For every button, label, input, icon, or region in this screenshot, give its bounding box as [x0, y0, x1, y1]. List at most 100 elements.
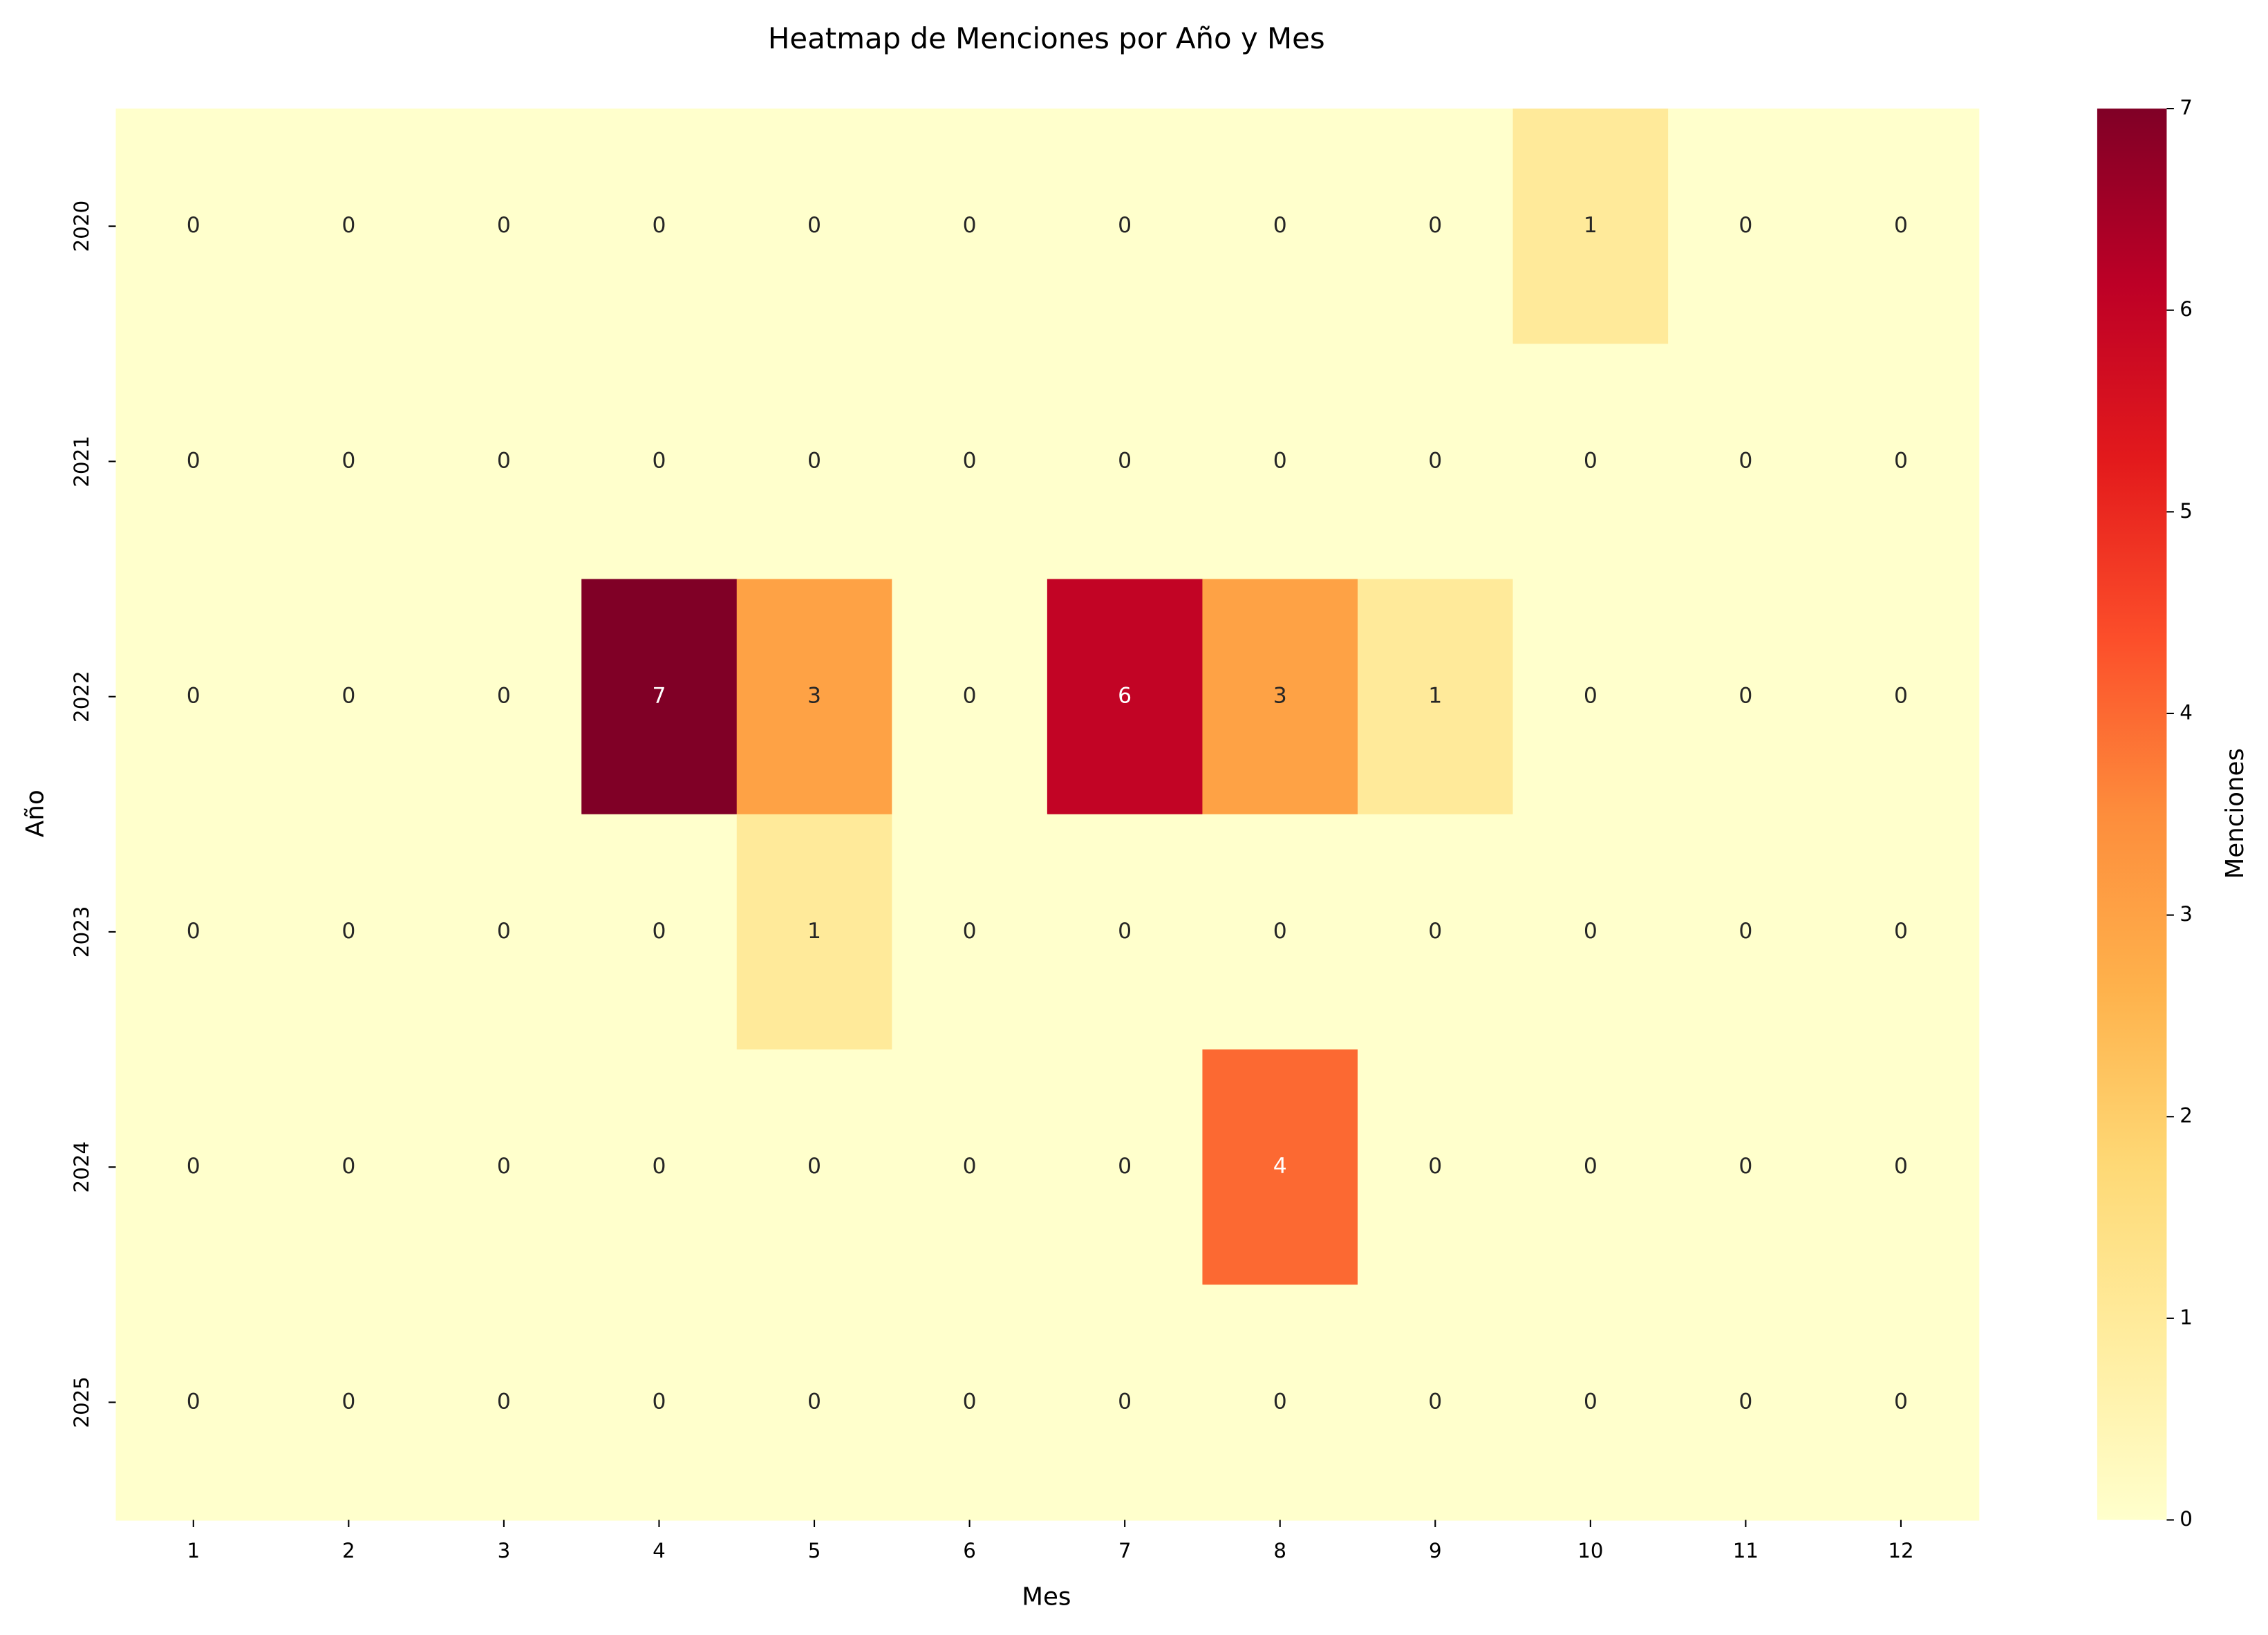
cell-label: 0: [341, 1389, 355, 1414]
cell-label: 3: [1273, 684, 1287, 709]
cell-label: 0: [1428, 919, 1442, 944]
cell-label: 0: [187, 684, 200, 709]
heatmap-cell: [1357, 109, 1514, 345]
cell-label: 0: [1739, 919, 1752, 944]
x-tick-label: 8: [1273, 1539, 1286, 1562]
heatmap-cell: [1202, 579, 1359, 815]
x-tick-label: 10: [1577, 1539, 1603, 1562]
x-tick-label: 11: [1733, 1539, 1759, 1562]
cell-label: 0: [1584, 448, 1597, 473]
heatmap-cell: [892, 109, 1048, 345]
cell-label: 0: [187, 213, 200, 238]
cell-label: 0: [341, 919, 355, 944]
cell-label: 1: [1428, 684, 1442, 709]
x-tick-label: 6: [963, 1539, 976, 1562]
x-tick-label: 7: [1118, 1539, 1132, 1562]
y-axis-label: Año: [21, 790, 49, 837]
cell-label: 0: [1739, 1154, 1752, 1179]
cell-label: 0: [497, 1389, 511, 1414]
heatmap-cell: [1202, 1049, 1359, 1286]
heatmap-cell: [1823, 109, 1980, 345]
colorbar-label: Menciones: [2221, 748, 2249, 879]
heatmap-cell: [1668, 109, 1824, 345]
heatmap-cell: [1202, 1284, 1359, 1521]
heatmap-cell: [1823, 579, 1980, 815]
cell-label: 0: [1428, 213, 1442, 238]
cell-label: 0: [341, 684, 355, 709]
heatmap-cell: [581, 109, 738, 345]
cell-label: 1: [807, 919, 821, 944]
heatmap-cell: [581, 344, 738, 580]
y-tick-label: 2024: [70, 1141, 93, 1193]
heatmap-cell: [426, 579, 583, 815]
heatmap-cell: [1357, 344, 1514, 580]
cell-label: 0: [1273, 1389, 1287, 1414]
heatmap-cell: [581, 814, 738, 1051]
heatmap-cell: [1512, 109, 1669, 345]
x-tick-label: 3: [498, 1539, 511, 1562]
heatmap-cell: [1047, 814, 1203, 1051]
colorbar-tick-label: 5: [2180, 499, 2193, 523]
heatmap-cell: [1512, 1284, 1669, 1521]
cell-label: 0: [652, 1154, 666, 1179]
cell-label: 0: [1118, 448, 1132, 473]
cell-label: 0: [652, 448, 666, 473]
cell-label: 0: [341, 1154, 355, 1179]
heatmap-cell: [1357, 1284, 1514, 1521]
cell-label: 4: [1273, 1154, 1287, 1179]
heatmap-cell: [581, 579, 738, 815]
heatmap-cell: [271, 579, 427, 815]
cell-label: 0: [963, 213, 977, 238]
heatmap-cell: [736, 1284, 893, 1521]
cell-label: 0: [1428, 448, 1442, 473]
cell-label: 6: [1118, 684, 1132, 709]
colorbar: [2097, 109, 2167, 1520]
heatmap-cell: [1512, 344, 1669, 580]
heatmap-cell: [1047, 1049, 1203, 1286]
cell-label: 0: [1584, 919, 1597, 944]
cell-label: 0: [1584, 1154, 1597, 1179]
colorbar-tick-label: 7: [2180, 96, 2193, 120]
heatmap-cell: [426, 344, 583, 580]
heatmap-cell: [271, 109, 427, 345]
colorbar-tick-label: 1: [2180, 1305, 2193, 1329]
colorbar-tick-label: 4: [2180, 700, 2193, 724]
cell-label: 0: [497, 213, 511, 238]
cell-label: 0: [1273, 448, 1287, 473]
cell-label: 0: [1894, 1389, 1908, 1414]
cell-label: 0: [1894, 213, 1908, 238]
heatmap-cell: [426, 1049, 583, 1286]
cell-label: 0: [1118, 919, 1132, 944]
x-axis-label: Mes: [1022, 1583, 1071, 1611]
heatmap-cell: [1047, 1284, 1203, 1521]
heatmap-cell: [1668, 1284, 1824, 1521]
heatmap-cell: [1668, 579, 1824, 815]
cell-label: 0: [341, 213, 355, 238]
cell-label: 0: [1118, 213, 1132, 238]
heatmap-cell: [1823, 814, 1980, 1051]
heatmap-cell: [1823, 1284, 1980, 1521]
heatmap-cell: [892, 579, 1048, 815]
heatmap-cell: [1357, 579, 1514, 815]
heatmap-cell: [115, 1284, 272, 1521]
cell-label: 0: [652, 213, 666, 238]
cell-label: 0: [1428, 1154, 1442, 1179]
y-tick-label: 2023: [70, 906, 93, 958]
cell-label: 0: [652, 1389, 666, 1414]
cell-label: 0: [187, 1389, 200, 1414]
cell-label: 0: [807, 1154, 821, 1179]
heatmap-cell: [892, 344, 1048, 580]
heatmap-cell: [736, 579, 893, 815]
heatmap-cell: [115, 814, 272, 1051]
heatmap-cell: [271, 1284, 427, 1521]
heatmap-cell: [1512, 814, 1669, 1051]
heatmap-cell: [736, 814, 893, 1051]
heatmap-cell: [1047, 344, 1203, 580]
heatmap-cell: [581, 1049, 738, 1286]
cell-label: 0: [963, 448, 977, 473]
cell-label: 0: [1739, 684, 1752, 709]
x-tick-label: 2: [342, 1539, 355, 1562]
x-tick-label: 12: [1888, 1539, 1913, 1562]
